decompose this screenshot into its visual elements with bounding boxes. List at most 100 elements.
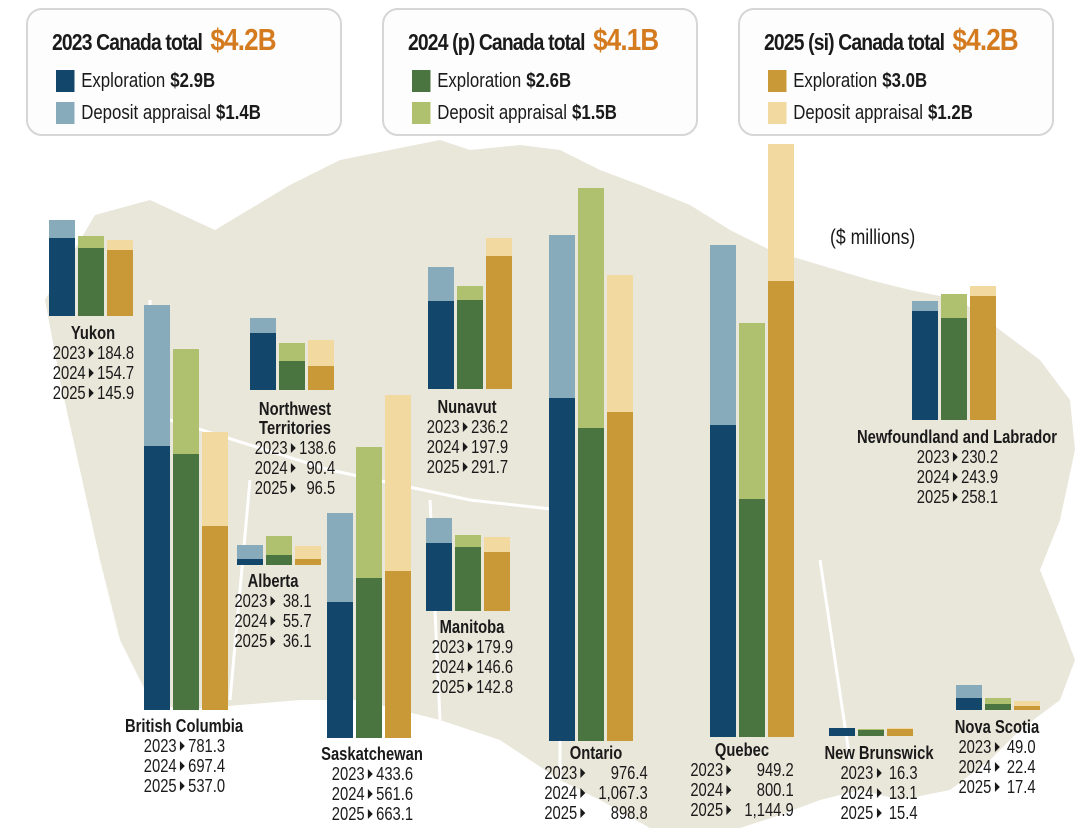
bar-alberta-2024-exploration bbox=[266, 555, 292, 565]
value-row-2025: 2025 537.0 bbox=[144, 776, 225, 796]
bar-yukon-2023-deposit-appraisal bbox=[49, 220, 75, 239]
bar-newfoundland-and-labrador-2023-deposit-appraisal bbox=[912, 300, 938, 312]
value-row-2024: 2024 13.1 bbox=[840, 783, 917, 803]
legend-title-2025: 2025 (si) Canada total $4.2B bbox=[764, 22, 1019, 58]
legend-2025: 2025 (si) Canada total $4.2B Exploration $… bbox=[738, 8, 1054, 136]
bar-newfoundland-and-labrador-2024-exploration bbox=[941, 317, 967, 420]
triangle-arrow-icon bbox=[994, 762, 1000, 772]
region-label-alberta: Alberta 2023 38.1 2024 55.7 2025 36.1 bbox=[234, 572, 311, 652]
bar-ontario-2025-deposit-appraisal bbox=[607, 275, 633, 413]
value-label: 197.9 bbox=[471, 437, 509, 457]
value-label: 142.8 bbox=[476, 677, 514, 697]
triangle-arrow-icon bbox=[179, 741, 185, 751]
bar-nunavut-2024-deposit-appraisal bbox=[457, 286, 483, 300]
triangle-arrow-icon bbox=[270, 636, 276, 646]
legend-value: $1.2B bbox=[928, 101, 973, 124]
triangle-arrow-icon bbox=[726, 765, 732, 775]
value-row-2024: 2024 90.4 bbox=[255, 458, 335, 478]
triangle-arrow-icon bbox=[367, 769, 373, 779]
value-row-2025: 2025 145.9 bbox=[53, 383, 134, 403]
bar-alberta-2023-deposit-appraisal bbox=[237, 545, 263, 559]
legend-value: $1.4B bbox=[216, 101, 261, 124]
year-label: 2024 bbox=[331, 784, 365, 804]
region-label-quebec: Quebec 2023 949.2 2024 800.1 2025 1,144.9 bbox=[690, 741, 793, 821]
value-row-2025: 2025 258.1 bbox=[917, 487, 999, 507]
triangle-arrow-icon bbox=[179, 761, 185, 771]
value-row-2025: 2025 36.1 bbox=[234, 631, 311, 651]
triangle-arrow-icon bbox=[462, 442, 468, 452]
bar-new-brunswick-2025-deposit-appraisal bbox=[887, 728, 913, 729]
bar-yukon-2025-exploration bbox=[107, 250, 133, 316]
triangle-arrow-icon bbox=[290, 443, 296, 453]
bar-northwest-territories-2023-exploration bbox=[250, 333, 276, 390]
value-label: 36.1 bbox=[282, 631, 312, 651]
value-label: 1,144.9 bbox=[744, 800, 794, 820]
year-label: 2023 bbox=[690, 760, 724, 780]
bar-alberta-2024-deposit-appraisal bbox=[266, 536, 292, 556]
year-label: 2023 bbox=[431, 637, 465, 657]
value-label: 230.2 bbox=[961, 447, 999, 467]
region-label-nova-scotia: Nova Scotia 2023 49.0 2024 22.4 2025 17.4 bbox=[955, 718, 1039, 798]
value-row-2024: 2024 55.7 bbox=[234, 611, 311, 631]
value-row-2023: 2023 138.6 bbox=[255, 438, 336, 458]
year-label: 2024 bbox=[544, 783, 578, 803]
year-label: 2024 bbox=[958, 757, 992, 777]
bar-yukon-2025-deposit-appraisal bbox=[107, 240, 133, 251]
triangle-arrow-icon bbox=[726, 785, 732, 795]
triangle-arrow-icon bbox=[88, 348, 94, 358]
bar-alberta-2025-deposit-appraisal bbox=[295, 546, 321, 559]
value-row-2025: 2025 663.1 bbox=[332, 804, 414, 824]
region-label-ontario: Ontario 2023 976.4 2024 1,067.3 2025 898.8 bbox=[544, 744, 647, 824]
region-values: 2023 16.3 2024 13.1 2025 15.4 bbox=[840, 763, 917, 823]
value-label: 258.1 bbox=[961, 487, 999, 507]
legend-title-2023: 2023 Canada total $4.2B bbox=[52, 22, 277, 58]
bar-northwest-territories-2024-exploration bbox=[279, 360, 305, 390]
value-row-2023: 2023 184.8 bbox=[53, 343, 135, 363]
swatch-exploration-2024 bbox=[412, 70, 431, 92]
value-label: 243.9 bbox=[961, 467, 999, 487]
legend-label: Deposit appraisal bbox=[81, 101, 212, 124]
region-name: Saskatchewan bbox=[321, 744, 423, 764]
bar-newfoundland-and-labrador-2024-deposit-appraisal bbox=[941, 293, 967, 318]
bar-manitoba-2023-exploration bbox=[426, 543, 452, 611]
year-label: 2025 bbox=[840, 803, 874, 823]
region-values: 2023 236.2 2024 197.9 2025 291.7 bbox=[427, 417, 509, 477]
year-label: 2024 bbox=[840, 783, 874, 803]
bar-saskatchewan-2025-deposit-appraisal bbox=[385, 394, 411, 572]
value-label: 184.8 bbox=[97, 343, 135, 363]
bar-new-brunswick-2024-exploration bbox=[858, 729, 884, 736]
value-row-2023: 2023 236.2 bbox=[427, 417, 508, 437]
value-label: 663.1 bbox=[376, 804, 414, 824]
value-label: 898.8 bbox=[610, 803, 648, 823]
legend-value: $3.0B bbox=[882, 69, 928, 92]
bar-saskatchewan-2023-deposit-appraisal bbox=[327, 513, 353, 603]
bar-northwest-territories-2023-deposit-appraisal bbox=[250, 318, 276, 334]
bar-alberta-2023-exploration bbox=[237, 558, 263, 565]
swatch-appraisal-2024 bbox=[412, 102, 431, 124]
region-name: New Brunswick bbox=[824, 743, 934, 763]
value-label: 96.5 bbox=[306, 478, 336, 498]
region-label-northwest-territories: Northwest Territories 2023 138.6 2024 90.4 202… bbox=[255, 400, 336, 499]
bar-quebec-2025-deposit-appraisal bbox=[768, 143, 794, 282]
bar-ontario-2025-exploration bbox=[607, 412, 633, 741]
swatch-appraisal-2023 bbox=[56, 102, 75, 124]
bar-new-brunswick-2024-deposit-appraisal bbox=[858, 729, 884, 730]
bar-nova-scotia-2025-exploration bbox=[1014, 705, 1040, 710]
triangle-arrow-icon bbox=[580, 768, 586, 778]
bar-british-columbia-2024-exploration bbox=[173, 454, 199, 710]
legend-value: $2.6B bbox=[526, 69, 572, 92]
year-label: 2023 bbox=[331, 764, 365, 784]
value-label: 15.4 bbox=[888, 803, 918, 823]
value-row-2024: 2024 1,067.3 bbox=[544, 783, 647, 803]
triangle-arrow-icon bbox=[367, 789, 373, 799]
legend-title-2024: 2024 (p) Canada total $4.1B bbox=[408, 22, 659, 58]
region-name: Alberta bbox=[247, 571, 299, 591]
bar-quebec-2024-exploration bbox=[739, 499, 765, 737]
value-label: 781.3 bbox=[188, 736, 226, 756]
bar-newfoundland-and-labrador-2025-deposit-appraisal bbox=[970, 286, 996, 297]
value-row-2024: 2024 243.9 bbox=[917, 467, 999, 487]
legend-total-2023: $4.2B bbox=[210, 22, 276, 57]
legend-2023: 2023 Canada total $4.2B Exploration $2.9B … bbox=[26, 8, 342, 136]
bar-quebec-2023-deposit-appraisal bbox=[710, 245, 736, 426]
legend-label: Exploration bbox=[81, 69, 166, 92]
